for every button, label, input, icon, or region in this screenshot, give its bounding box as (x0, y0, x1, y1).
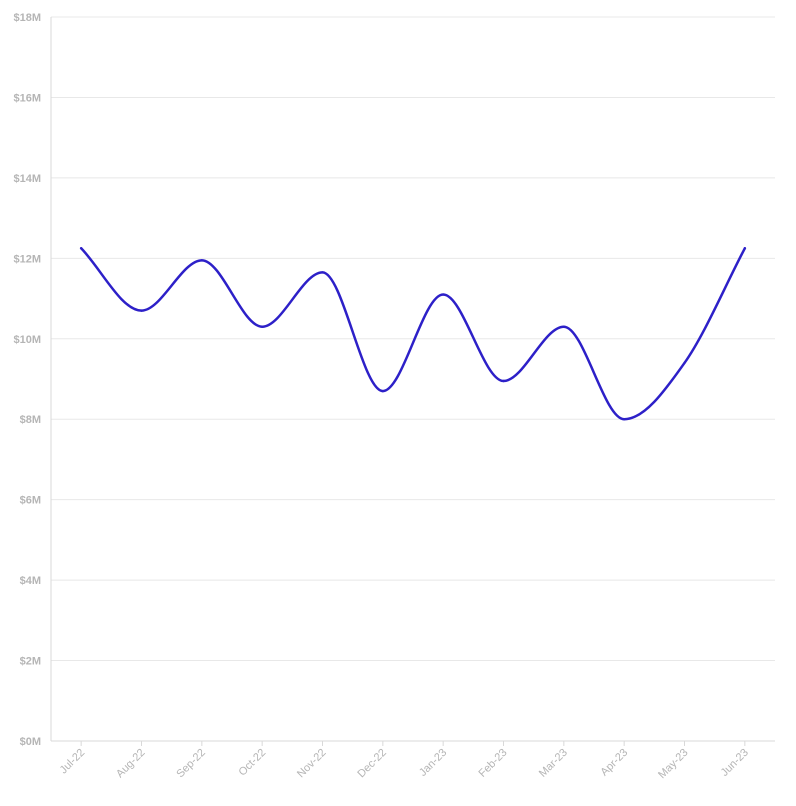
y-tick-label: $10M (13, 334, 41, 346)
data-point (321, 271, 324, 274)
y-tick-label: $8M (20, 414, 41, 426)
data-point (200, 259, 204, 262)
axes (50, 17, 775, 746)
x-tick-label: Nov-22 (295, 747, 329, 781)
x-tick-label: Dec-22 (355, 747, 389, 781)
data-point (743, 247, 747, 250)
x-tick-label: May-23 (656, 747, 690, 781)
x-tick-label: Apr-23 (598, 747, 630, 779)
y-tick-label: $2M (20, 656, 41, 668)
data-point (622, 418, 626, 421)
x-tick-label: Mar-23 (537, 747, 570, 780)
data-point (683, 361, 686, 365)
x-tick-label: Feb-23 (476, 747, 509, 780)
x-tick-label: Aug-22 (114, 747, 148, 781)
y-tick-label: $14M (13, 173, 41, 185)
y-tick-label: $12M (13, 253, 41, 265)
y-tick-label: $4M (20, 575, 41, 587)
y-tick-label: $0M (20, 736, 41, 748)
y-tick-label: $18M (13, 12, 41, 24)
data-point (441, 293, 445, 296)
x-axis-tick-labels: Jul-22 Aug-22 Sep-22 Oct-22 Nov-22 Dec-22 Jan-… (58, 747, 751, 781)
data-point (260, 325, 264, 328)
data-point (140, 309, 143, 312)
y-tick-label: $6M (20, 495, 41, 507)
data-point (502, 379, 505, 383)
y-tick-label: $16M (13, 92, 41, 104)
series-line (79, 247, 747, 421)
grid-lines (51, 16, 775, 662)
data-point (381, 389, 385, 393)
data-point (562, 325, 566, 328)
data-point (79, 247, 83, 250)
x-tick-label: Jul-22 (58, 747, 88, 777)
x-tick-label: Sep-22 (174, 747, 208, 781)
x-tick-label: Jun-23 (719, 747, 751, 779)
y-axis-tick-labels: $0M $2M $4M $6M $8M $10M $12M $14M $16M $18M (13, 12, 41, 748)
x-tick-label: Oct-22 (236, 747, 268, 779)
x-tick-label: Jan-23 (417, 747, 449, 779)
series-layer (79, 247, 747, 421)
